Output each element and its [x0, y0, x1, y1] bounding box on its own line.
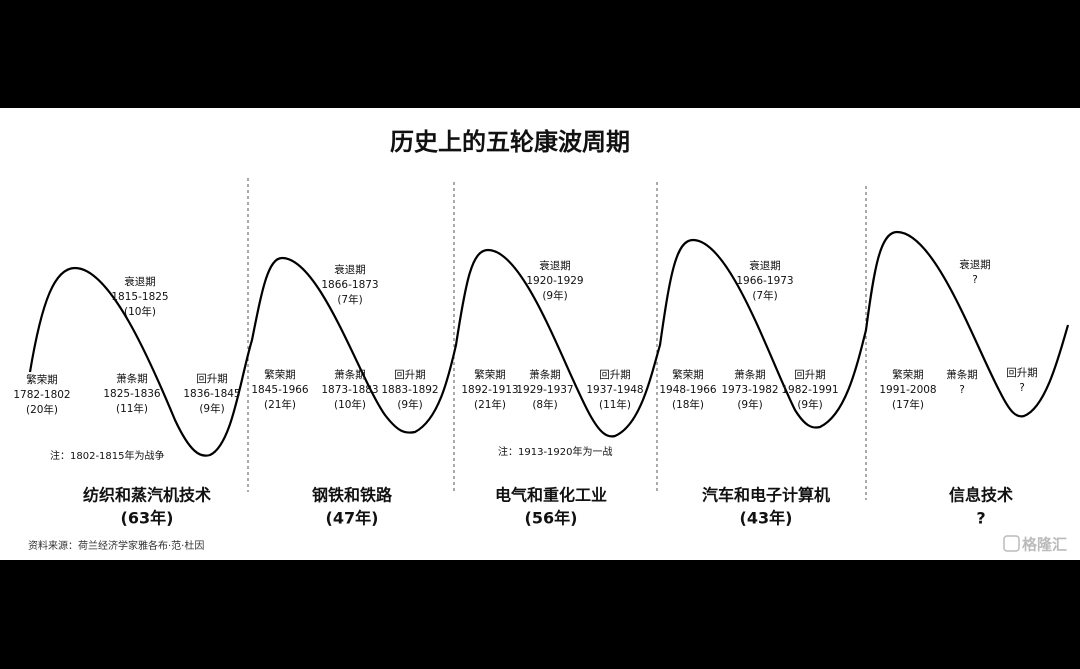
phase-period: 1836-1845	[183, 388, 240, 400]
phase-length: (9年)	[737, 398, 762, 411]
phase-length: (9年)	[797, 398, 822, 411]
phase-period: 1937-1948	[586, 384, 643, 396]
cycle-duration: (63年)	[121, 509, 174, 528]
phase-label: 衰退期	[959, 258, 991, 271]
cycle-duration: (43年)	[740, 509, 793, 528]
phase-length: (17年)	[892, 398, 924, 411]
phase-length: (10年)	[334, 398, 366, 411]
phase-period: 1873-1883	[321, 384, 378, 396]
phase-label: 繁荣期	[474, 368, 506, 381]
cycle-duration: (47年)	[326, 509, 379, 528]
phase-period: ?	[972, 274, 978, 286]
phase-period: 1982-1991	[781, 384, 838, 396]
phase-length: (10年)	[124, 305, 156, 318]
phase-label: 萧条期	[946, 368, 978, 381]
cycle-duration: (56年)	[525, 509, 578, 528]
phase-label: 衰退期	[749, 259, 781, 272]
phase-length: (9年)	[199, 402, 224, 415]
phase-period: 1815-1825	[111, 291, 168, 303]
note: 注：1802-1815年为战争	[50, 449, 165, 462]
phase-length: (18年)	[672, 398, 704, 411]
phase-length: (20年)	[26, 403, 58, 416]
phase-length: (9年)	[397, 398, 422, 411]
wave-curve	[28, 230, 1070, 457]
phase-label: 回升期	[394, 369, 426, 381]
phase-label: 萧条期	[734, 368, 766, 381]
phase-period: 1825-1836	[103, 388, 161, 400]
watermark: 格隆汇	[1022, 536, 1067, 554]
phase-label: 繁荣期	[672, 368, 704, 381]
phase-label: 繁荣期	[264, 368, 296, 381]
phase-period: ?	[1019, 382, 1025, 394]
phase-label: 回升期	[1006, 367, 1038, 379]
phase-label: 萧条期	[529, 368, 561, 381]
phase-period: 1866-1873	[321, 279, 378, 291]
phase-label: 繁荣期	[892, 368, 924, 381]
phase-label: 衰退期	[124, 275, 156, 288]
phase-period: 1892-1913	[461, 384, 518, 396]
cycle-name: 汽车和电子计算机	[702, 486, 830, 505]
phase-length: (11年)	[599, 398, 631, 411]
phase-label: 萧条期	[334, 368, 366, 381]
phase-label: 衰退期	[539, 259, 571, 272]
phase-length: (11年)	[116, 402, 148, 415]
phase-period: ?	[959, 384, 965, 396]
phase-period: 1929-1937	[516, 384, 573, 396]
phase-label: 回升期	[599, 369, 631, 381]
canvas	[0, 108, 1080, 560]
phase-length: (8年)	[532, 398, 557, 411]
phase-length: (7年)	[752, 289, 777, 302]
phase-label: 萧条期	[116, 372, 148, 385]
phase-length: (9年)	[542, 289, 567, 302]
dividers	[247, 178, 867, 500]
phase-label: 衰退期	[334, 263, 366, 276]
cycle-name: 电气和重化工业	[495, 486, 607, 505]
phase-length: (21年)	[264, 398, 296, 411]
phase-label: 回升期	[794, 369, 826, 381]
cycle-name: 纺织和蒸汽机技术	[83, 486, 211, 505]
phase-period: 1845-1966	[251, 384, 309, 396]
phase-length: (7年)	[337, 293, 362, 306]
phase-period: 1991-2008	[879, 384, 936, 396]
watermark-icon	[1003, 535, 1020, 552]
phase-label: 繁荣期	[26, 373, 58, 386]
phase-period: 1973-1982	[721, 384, 778, 396]
phase-period: 1782-1802	[13, 389, 70, 401]
note: 注：1913-1920年为一战	[498, 445, 613, 458]
title: 历史上的五轮康波周期	[390, 128, 630, 156]
source: 资料来源：荷兰经济学家雅各布·范·杜因	[28, 539, 204, 552]
phase-period: 1948-1966	[659, 384, 717, 396]
phase-label: 回升期	[196, 373, 228, 385]
phase-period: 1883-1892	[381, 384, 438, 396]
phase-period: 1966-1973	[736, 275, 793, 287]
phase-length: (21年)	[474, 398, 506, 411]
cycle-duration: ?	[976, 509, 985, 528]
cycle-name: 信息技术	[949, 486, 1013, 505]
cycle-name: 钢铁和铁路	[312, 486, 393, 505]
phase-period: 1920-1929	[526, 275, 583, 287]
